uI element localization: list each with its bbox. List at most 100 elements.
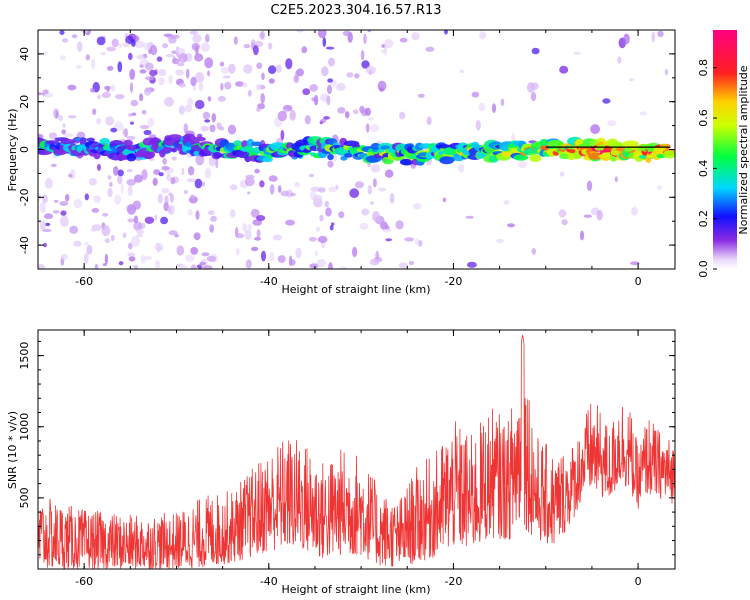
heatmap-cell — [332, 153, 337, 162]
heatmap-cell — [126, 153, 137, 162]
heatmap-cell — [141, 110, 147, 115]
snr-frame — [37, 329, 676, 570]
heatmap-cell — [90, 87, 96, 93]
heatmap-cell — [361, 60, 370, 69]
heatmap-cell — [361, 208, 370, 216]
heatmap-cell — [100, 52, 106, 56]
heatmap-cell — [372, 178, 377, 188]
heatmap-cell — [68, 173, 73, 178]
heatmap-cell — [628, 78, 635, 82]
heatmap-cell — [126, 135, 136, 141]
heatmap-cell — [62, 38, 69, 43]
heatmap-cell — [79, 137, 87, 146]
heatmap-cell — [150, 45, 158, 56]
y-tick-label: 1000 — [18, 413, 31, 441]
x-tick-label: 0 — [635, 575, 642, 588]
heatmap-cell — [346, 72, 354, 78]
heatmap-cell — [111, 38, 119, 48]
heatmap-cell — [69, 225, 79, 234]
heatmap-cell — [250, 39, 256, 44]
heatmap-cell — [106, 46, 116, 52]
heatmap-cell — [222, 75, 231, 79]
heatmap-cell — [324, 200, 330, 208]
heatmap-cell — [384, 169, 394, 178]
heatmap-cell — [267, 42, 273, 50]
heatmap-cell — [269, 251, 275, 262]
heatmap-cell — [136, 229, 144, 235]
heatmap-cell — [73, 240, 82, 247]
heatmap-cell — [613, 141, 623, 147]
heatmap-cell — [256, 107, 261, 112]
heatmap-cell — [260, 30, 265, 40]
heatmap-cell — [244, 176, 255, 187]
heatmap-cell — [44, 222, 51, 227]
heatmap-cell — [45, 140, 60, 145]
heatmap-cell — [170, 177, 176, 185]
heatmap-cell — [302, 88, 311, 96]
heatmap-cell — [107, 187, 113, 198]
heatmap-cell — [530, 92, 537, 102]
heatmap-cell — [122, 42, 130, 48]
heatmap-cell — [296, 30, 304, 33]
heatmap-cell — [123, 139, 133, 147]
heatmap-cell — [425, 46, 435, 52]
heatmap-cell — [322, 37, 327, 47]
heatmap-cell — [657, 185, 662, 190]
heatmap-cell — [285, 58, 293, 70]
heatmap-cell — [268, 78, 275, 84]
heatmap-cell — [500, 98, 505, 107]
heatmap-cell — [50, 163, 57, 167]
x-tick-label: -20 — [444, 275, 462, 288]
heatmap-cell — [209, 265, 213, 269]
x-tick-label: -60 — [75, 575, 93, 588]
heatmap-cell — [144, 216, 155, 224]
heatmap-cell — [327, 78, 333, 83]
heatmap-cell — [93, 195, 102, 203]
heatmap-cell — [224, 81, 232, 90]
heatmap-cell — [58, 115, 63, 121]
heatmap-cell — [444, 30, 448, 35]
heatmap-cell — [110, 234, 115, 242]
heatmap-cell — [664, 69, 669, 76]
heatmap-cell — [314, 94, 319, 106]
heatmap-cell — [301, 46, 308, 54]
heatmap-cell — [365, 65, 376, 75]
heatmap-cell — [168, 74, 173, 85]
heatmap-cell — [140, 254, 146, 264]
heatmap-cell — [326, 95, 331, 106]
heatmap-cell — [417, 93, 425, 98]
heatmap-cell — [559, 65, 569, 74]
heatmap-cell — [139, 93, 144, 102]
heatmap-cell — [378, 187, 387, 192]
colorbar-tick-label: 0.6 — [697, 109, 710, 127]
heatmap-cell — [61, 129, 66, 135]
heatmap-cell — [114, 94, 125, 100]
heatmap-cell — [127, 218, 135, 223]
heatmap-cell — [59, 215, 69, 227]
heatmap-cell — [144, 62, 154, 71]
heatmap-cell — [573, 51, 581, 55]
colorbar-tick-label: 0.8 — [697, 59, 710, 77]
heatmap-cell — [275, 64, 282, 73]
heatmap-cell — [156, 242, 160, 254]
heatmap-cell — [126, 168, 133, 173]
heatmap-cell — [635, 157, 643, 162]
heatmap-cell — [507, 223, 515, 228]
heatmap-cell — [133, 174, 143, 183]
heatmap-cell — [129, 82, 134, 93]
heatmap-cell — [272, 234, 282, 241]
y-tick-label: 1500 — [18, 342, 31, 370]
heatmap-cell — [588, 152, 603, 160]
heatmap-cell — [128, 256, 136, 262]
heatmap-cell — [110, 84, 115, 92]
heatmap-cell — [398, 262, 409, 269]
heatmap-cell — [383, 45, 388, 56]
heatmap-cell — [404, 237, 414, 242]
heatmap-cell — [339, 266, 347, 269]
heatmap-cell — [412, 203, 422, 210]
heatmap-cell — [65, 194, 70, 202]
heatmap-cell — [171, 147, 178, 153]
colorbar: 0.0 0.2 0.4 0.6 0.8 Normalized spectral ampl… — [697, 30, 750, 278]
heatmap-cell — [382, 229, 392, 233]
heatmap-cell — [327, 160, 334, 168]
